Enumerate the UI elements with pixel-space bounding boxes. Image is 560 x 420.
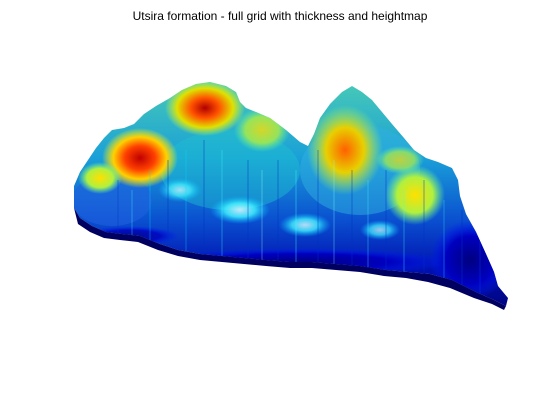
surface-mesh bbox=[74, 82, 508, 306]
plot-title: Utsira formation - full grid with thickn… bbox=[132, 9, 428, 23]
